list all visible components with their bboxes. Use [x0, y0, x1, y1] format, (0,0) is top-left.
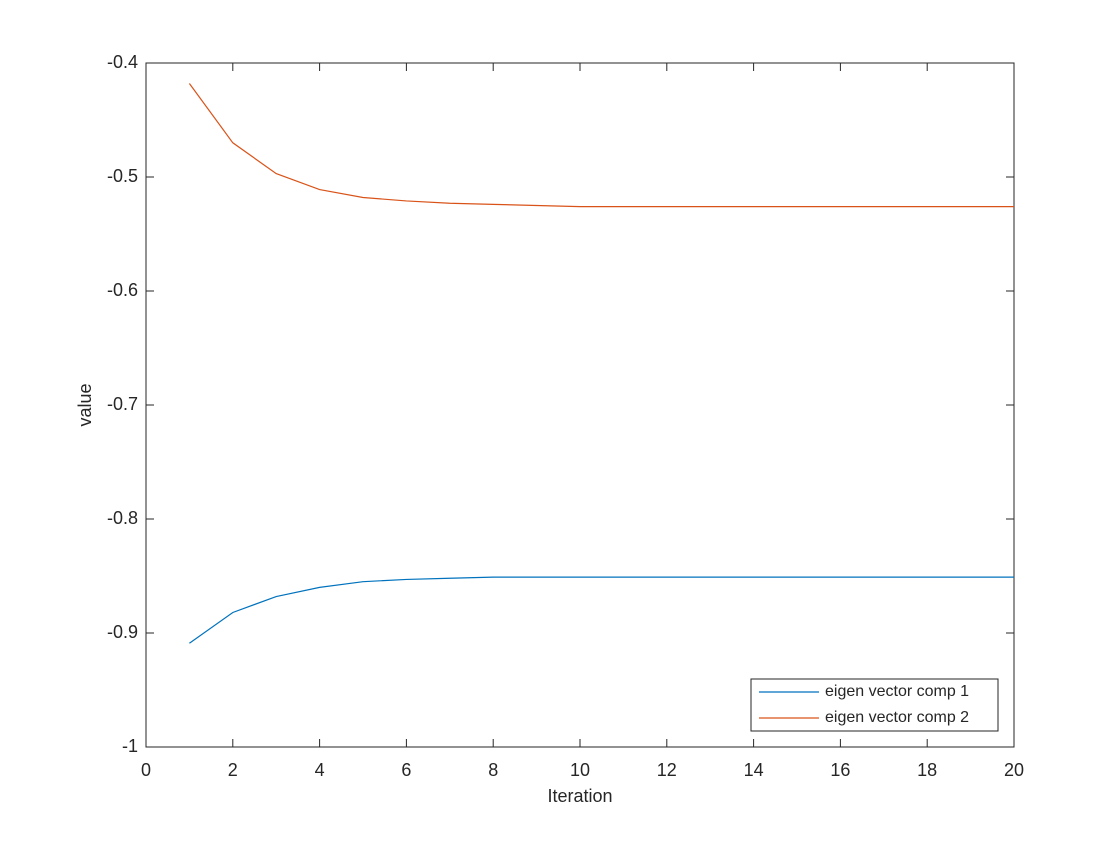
legend-box — [750, 678, 999, 732]
y-tick-label: -1 — [122, 736, 138, 756]
series-line — [189, 576, 1014, 644]
y-tick-label: -0.4 — [107, 52, 138, 72]
series-line — [188, 83, 1014, 208]
legend-label: eigen vector comp 2 — [825, 709, 969, 726]
legend-label: eigen vector comp 1 — [825, 683, 969, 700]
y-tick-label: -0.9 — [107, 622, 138, 642]
x-tick-label: 4 — [315, 760, 325, 780]
y-tick-label: -0.7 — [107, 394, 138, 414]
x-tick-label: 14 — [744, 760, 764, 780]
y-tick-label: -0.5 — [107, 166, 138, 186]
x-tick-label: 6 — [401, 760, 411, 780]
x-tick-label: 0 — [141, 760, 151, 780]
x-tick-label: 18 — [917, 760, 937, 780]
plot-area — [145, 62, 1015, 748]
y-axis-label: value — [75, 383, 95, 426]
x-tick-label: 20 — [1004, 760, 1024, 780]
x-axis-label: Iteration — [547, 786, 612, 806]
x-tick-label: 10 — [570, 760, 590, 780]
x-tick-label: 2 — [228, 760, 238, 780]
x-tick-label: 12 — [657, 760, 677, 780]
x-tick-label: 16 — [830, 760, 850, 780]
x-tick-label: 8 — [488, 760, 498, 780]
y-tick-label: -0.8 — [107, 508, 138, 528]
y-tick-label: -0.6 — [107, 280, 138, 300]
